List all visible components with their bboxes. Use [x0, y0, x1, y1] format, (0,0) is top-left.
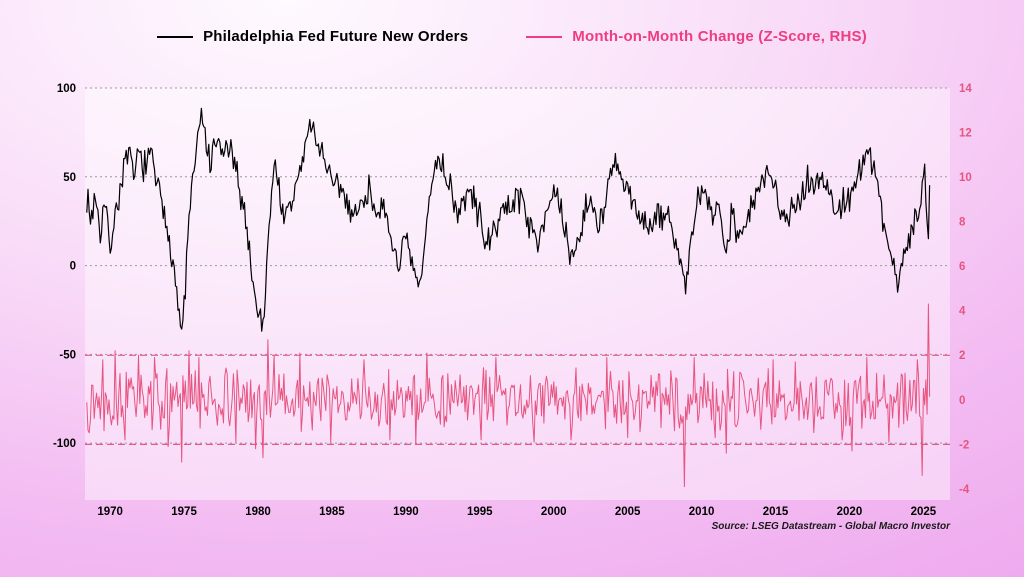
legend-line-black: [157, 35, 194, 38]
x-axis-tick-2000: 2000: [541, 506, 567, 518]
left-axis-tick--50: -50: [59, 349, 76, 361]
series-new-orders: [86, 107, 931, 332]
legend-item-zscore: Month-on-Month Change (Z-Score, RHS): [526, 28, 867, 45]
right-axis-tick-0: 0: [959, 395, 965, 407]
left-axis-tick-100: 100: [57, 83, 76, 95]
plot-background: [85, 88, 950, 500]
legend: Philadelphia Fed Future New Orders Month…: [0, 28, 1024, 45]
right-axis-tick-6: 6: [959, 261, 965, 273]
right-axis-tick-4: 4: [959, 306, 966, 318]
right-axis-tick-12: 12: [959, 128, 972, 140]
x-axis-tick-2015: 2015: [763, 506, 789, 518]
legend-label-new-orders: Philadelphia Fed Future New Orders: [203, 28, 469, 45]
x-axis-tick-2010: 2010: [689, 506, 715, 518]
left-axis-tick-50: 50: [63, 172, 76, 184]
x-axis-tick-1985: 1985: [319, 506, 345, 518]
right-axis-tick-2: 2: [959, 350, 965, 362]
left-axis-tick--100: -100: [53, 438, 76, 450]
right-axis-tick--2: -2: [959, 439, 969, 451]
series-zscore: [86, 303, 931, 488]
right-axis-tick-14: 14: [959, 83, 972, 95]
x-axis-tick-2005: 2005: [615, 506, 641, 518]
right-axis-tick-8: 8: [959, 217, 966, 229]
left-axis-tick-0: 0: [70, 261, 76, 273]
source-note: Source: LSEG Datastream - Global Macro I…: [711, 521, 950, 532]
x-axis-tick-1970: 1970: [97, 506, 123, 518]
x-axis-tick-2020: 2020: [837, 506, 863, 518]
x-axis-tick-1980: 1980: [245, 506, 271, 518]
legend-item-new-orders: Philadelphia Fed Future New Orders: [157, 28, 468, 45]
x-axis-tick-1990: 1990: [393, 506, 419, 518]
right-axis-tick--4: -4: [959, 484, 970, 496]
x-axis-tick-1975: 1975: [171, 506, 197, 518]
right-axis-tick-10: 10: [959, 172, 972, 184]
x-axis-tick-2025: 2025: [911, 506, 937, 518]
legend-line-pink: [526, 35, 563, 38]
legend-label-zscore: Month-on-Month Change (Z-Score, RHS): [572, 28, 867, 45]
x-axis-tick-1995: 1995: [467, 506, 493, 518]
